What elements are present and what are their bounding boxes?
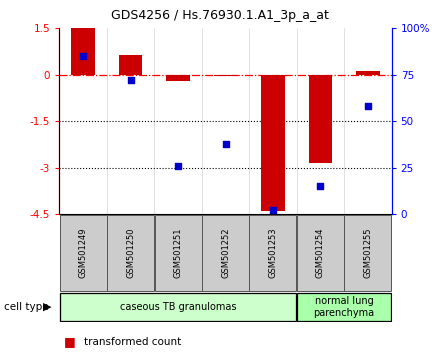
- Bar: [261, 75, 285, 211]
- FancyBboxPatch shape: [154, 215, 202, 291]
- Text: ■: ■: [64, 335, 76, 348]
- Bar: [71, 28, 95, 75]
- Text: GSM501249: GSM501249: [79, 228, 88, 278]
- FancyBboxPatch shape: [297, 215, 344, 291]
- Point: [222, 141, 229, 146]
- FancyBboxPatch shape: [345, 215, 391, 291]
- FancyBboxPatch shape: [107, 215, 154, 291]
- Point: [80, 53, 87, 59]
- FancyBboxPatch shape: [60, 293, 297, 321]
- Point: [364, 103, 371, 109]
- Text: GSM501251: GSM501251: [173, 228, 183, 278]
- Text: transformed count: transformed count: [84, 337, 181, 347]
- Text: GDS4256 / Hs.76930.1.A1_3p_a_at: GDS4256 / Hs.76930.1.A1_3p_a_at: [111, 9, 329, 22]
- Bar: [166, 75, 190, 81]
- FancyBboxPatch shape: [297, 293, 391, 321]
- Bar: [308, 75, 332, 163]
- Text: GSM501254: GSM501254: [316, 228, 325, 278]
- FancyBboxPatch shape: [60, 215, 106, 291]
- Text: GSM501253: GSM501253: [268, 228, 278, 279]
- Text: ■: ■: [64, 353, 76, 354]
- Bar: [356, 71, 380, 75]
- Bar: [214, 75, 237, 76]
- Text: GSM501250: GSM501250: [126, 228, 135, 278]
- Point: [175, 163, 182, 169]
- Text: caseous TB granulomas: caseous TB granulomas: [120, 302, 236, 312]
- Point: [127, 78, 134, 83]
- Bar: [119, 55, 143, 75]
- FancyBboxPatch shape: [202, 215, 249, 291]
- FancyBboxPatch shape: [249, 215, 297, 291]
- Point: [317, 183, 324, 189]
- Point: [269, 207, 276, 213]
- Text: ▶: ▶: [43, 302, 51, 312]
- Text: normal lung
parenchyma: normal lung parenchyma: [314, 296, 375, 318]
- Text: GSM501252: GSM501252: [221, 228, 230, 278]
- Text: cell type: cell type: [4, 302, 49, 312]
- Text: GSM501255: GSM501255: [363, 228, 372, 278]
